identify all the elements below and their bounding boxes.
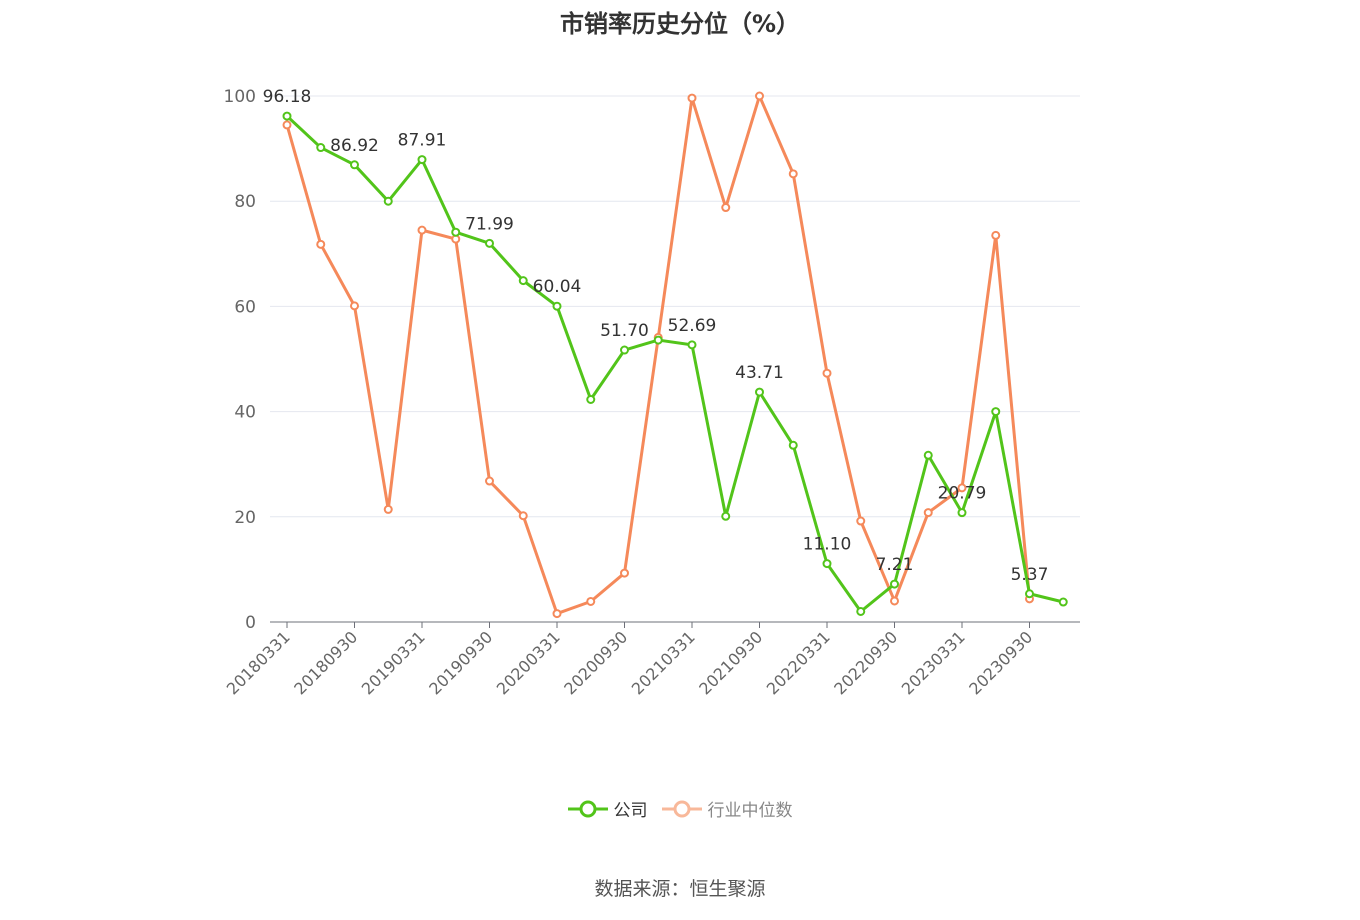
company-point bbox=[417, 155, 427, 165]
company-point bbox=[518, 276, 528, 286]
industry-point bbox=[485, 476, 494, 486]
company-point bbox=[1058, 597, 1068, 607]
legend-industry-icon bbox=[661, 800, 702, 817]
industry-point bbox=[788, 169, 798, 179]
company-point bbox=[485, 238, 494, 248]
y-tick-label: 80 bbox=[234, 192, 256, 212]
industry-point bbox=[586, 596, 596, 606]
company-data-label: 86.92 bbox=[330, 136, 379, 156]
company-point bbox=[687, 340, 697, 350]
company-point bbox=[620, 345, 629, 355]
x-tick-label: 20200331 bbox=[493, 627, 564, 698]
company-data-label: 52.69 bbox=[668, 316, 717, 336]
y-tick-label: 100 bbox=[224, 87, 256, 107]
company-point bbox=[788, 440, 798, 450]
legend-item-industry[interactable]: 行业中位数 bbox=[661, 796, 793, 821]
company-data-label: 7.21 bbox=[876, 555, 914, 575]
company-point bbox=[586, 395, 596, 405]
industry-point bbox=[755, 91, 764, 101]
company-point bbox=[923, 450, 933, 460]
company-point bbox=[957, 508, 967, 518]
company-data-label: 11.10 bbox=[803, 535, 852, 555]
industry-point bbox=[957, 483, 967, 493]
industry-point bbox=[552, 609, 562, 619]
industry-point bbox=[620, 568, 629, 578]
company-data-label: 96.18 bbox=[263, 87, 312, 107]
company-point bbox=[653, 335, 663, 345]
legend-company-label: 公司 bbox=[613, 801, 648, 821]
industry-point bbox=[687, 93, 697, 103]
company-data-label: 43.71 bbox=[735, 363, 784, 383]
x-tick-label: 20230930 bbox=[965, 627, 1036, 698]
line-chart: 0 20 40 60 80 100 2018033120180930201903312019… bbox=[223, 87, 1080, 698]
legend: 公司 行业中位数 bbox=[0, 796, 1360, 821]
x-tick-label: 20180930 bbox=[290, 627, 361, 698]
industry-point bbox=[282, 120, 292, 130]
company-point bbox=[350, 160, 359, 170]
legend-industry-label: 行业中位数 bbox=[707, 801, 793, 821]
company-point bbox=[856, 606, 866, 616]
industry-point bbox=[890, 596, 899, 606]
legend-company-icon bbox=[567, 800, 608, 817]
industry-point bbox=[383, 504, 393, 514]
x-tick-label: 20220331 bbox=[763, 627, 834, 698]
y-tick-label: 60 bbox=[234, 297, 256, 317]
company-point bbox=[890, 579, 899, 589]
industry-point bbox=[721, 203, 731, 213]
company-point bbox=[282, 111, 292, 121]
industry-point bbox=[417, 225, 427, 235]
company-data-label: 51.70 bbox=[600, 321, 649, 341]
company-point bbox=[721, 511, 731, 521]
data-source: 数据来源：恒生聚源 bbox=[594, 878, 766, 900]
company-point bbox=[383, 196, 393, 206]
x-tick-label: 20220930 bbox=[830, 627, 901, 698]
company-point bbox=[316, 143, 326, 153]
industry-line bbox=[285, 94, 1031, 616]
industry-point bbox=[350, 301, 359, 311]
company-data-label: 20.79 bbox=[938, 484, 987, 504]
y-tick-label: 20 bbox=[234, 508, 256, 528]
industry-point bbox=[316, 239, 326, 249]
company-data-label: 87.91 bbox=[398, 131, 447, 151]
company-data-label: 71.99 bbox=[465, 214, 514, 234]
x-tick-label: 20230331 bbox=[898, 627, 969, 698]
company-data-label: 5.37 bbox=[1011, 565, 1049, 585]
industry-point bbox=[518, 511, 528, 521]
x-tick-label: 20200930 bbox=[560, 627, 631, 698]
y-tick-label: 40 bbox=[234, 403, 256, 423]
x-tick-label: 20190930 bbox=[425, 627, 496, 698]
industry-point bbox=[856, 516, 866, 526]
company-point bbox=[991, 407, 1001, 417]
industry-point bbox=[991, 230, 1001, 240]
x-tick-label: 20210930 bbox=[695, 627, 766, 698]
company-data-label: 60.04 bbox=[533, 277, 582, 297]
x-tick-label: 20190331 bbox=[358, 627, 429, 698]
chart-title: 市销率历史分位（%） bbox=[559, 10, 801, 38]
legend-item-company[interactable]: 公司 bbox=[567, 796, 648, 821]
x-tick-label: 20180331 bbox=[223, 627, 294, 698]
company-point bbox=[451, 227, 461, 237]
company-point bbox=[755, 387, 764, 397]
x-tick-label: 20210331 bbox=[628, 627, 699, 698]
company-point bbox=[552, 301, 562, 311]
company-point bbox=[1025, 589, 1034, 599]
industry-point bbox=[923, 508, 933, 518]
y-tick-label: 0 bbox=[245, 613, 256, 633]
company-point bbox=[822, 559, 832, 569]
industry-point bbox=[822, 368, 832, 378]
company-line bbox=[285, 114, 1064, 613]
